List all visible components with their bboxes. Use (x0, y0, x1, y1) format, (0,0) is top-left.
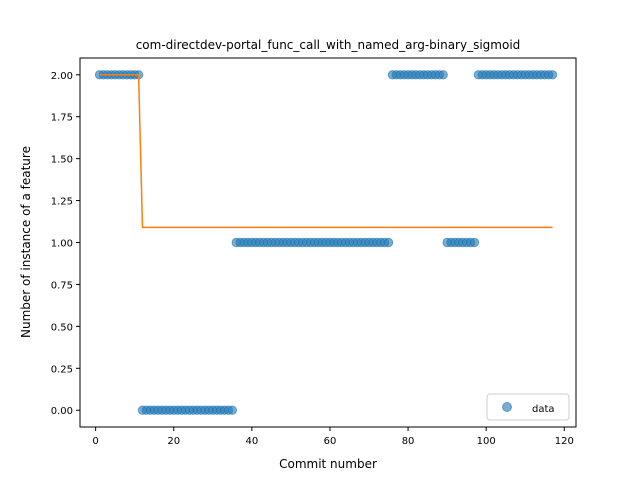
y-tick-label: 2.00 (51, 71, 73, 82)
y-tick-label: 1.25 (51, 197, 73, 208)
data-point (469, 237, 480, 248)
data-point (438, 70, 448, 80)
x-tick-label: 80 (402, 436, 415, 447)
data-point (227, 405, 238, 415)
x-tick-label: 120 (555, 436, 574, 447)
legend-marker-data (502, 402, 512, 412)
data-point (547, 70, 558, 80)
x-axis-label: Commit number (279, 457, 377, 471)
x-tick-label: 0 (92, 436, 98, 447)
x-tick-label: 60 (324, 436, 337, 447)
x-tick-label: 20 (167, 436, 180, 447)
data-point (383, 237, 394, 248)
plot-area (94, 70, 558, 415)
y-tick-label: 0.50 (51, 322, 73, 333)
axis-ticks: 0 20 40 60 80 100 120 0.00 0.25 0.50 0.75 1.00 1.25 1… (51, 71, 574, 447)
x-tick-label: 40 (245, 436, 258, 447)
y-tick-label: 0.75 (51, 280, 73, 291)
fit-line (99, 74, 553, 229)
y-tick-label: 1.00 (51, 239, 73, 250)
y-tick-label: 1.50 (51, 155, 73, 166)
x-tick-label: 100 (477, 436, 496, 447)
legend-box (486, 393, 570, 421)
chart-title: com-directdev-portal_func_call_with_name… (136, 38, 521, 52)
legend-label-data: data (532, 404, 555, 415)
y-tick-label: 0.00 (51, 406, 73, 417)
y-tick-label: 0.25 (51, 364, 73, 375)
y-axis-label: Number of instance of a feature (19, 146, 33, 338)
legend: data (486, 393, 570, 421)
y-tick-label: 1.75 (51, 113, 73, 124)
